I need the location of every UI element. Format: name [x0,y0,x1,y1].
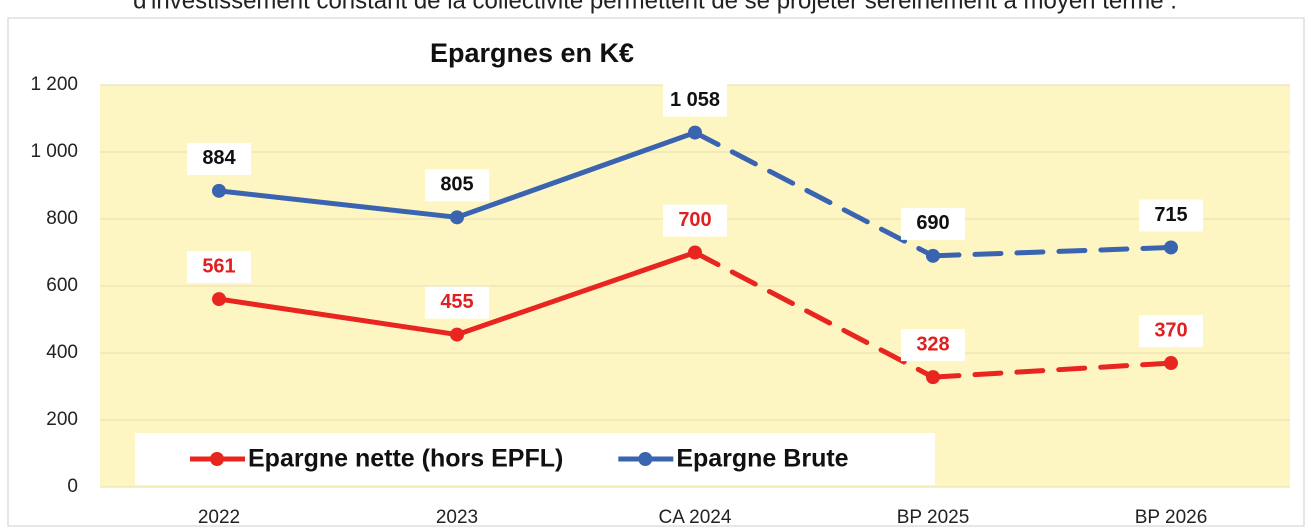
value-label-box [187,251,251,284]
series-line-segment [216,188,460,220]
y-tick-label: 200 [46,409,78,430]
value-label: 1 058 [670,89,720,111]
y-tick-label: 800 [46,208,78,229]
series-line-segment [930,244,1174,259]
y-tick-label: 1 000 [30,141,78,162]
value-label: 805 [440,174,473,196]
value-label-box [663,204,727,237]
data-point [926,370,940,385]
x-tick-label: 2022 [198,507,240,528]
y-tick-label: 1 200 [30,74,78,95]
data-point [450,210,464,225]
x-tick-label: BP 2026 [1135,507,1208,528]
data-point [926,248,940,263]
value-label-box [901,329,965,362]
data-point [1164,240,1178,255]
chart-title: Epargnes en K€ [430,38,634,68]
value-label-box [425,286,489,319]
series-line-segment [930,360,1174,380]
value-label-box [1139,315,1203,348]
value-label: 370 [1154,319,1187,341]
data-point [1164,356,1178,371]
series-line-segment [216,296,460,338]
value-label: 455 [440,291,473,313]
series-line-segment [692,130,936,259]
series-line-segment [454,130,698,220]
value-label: 328 [916,333,949,355]
value-label: 715 [1154,204,1187,226]
legend-box [135,433,935,485]
x-tick-label: 2023 [436,507,478,528]
value-label-box [425,169,489,202]
series-line-segment [692,250,936,380]
legend-label: Epargne Brute [676,445,848,473]
data-point [688,125,702,140]
value-label: 561 [202,255,235,277]
legend-marker [210,452,224,466]
value-label-box [1139,199,1203,232]
data-point [450,327,464,342]
value-label-box [901,207,965,240]
legend-label: Epargne nette (hors EPFL) [248,445,563,473]
y-tick-label: 0 [67,476,78,497]
value-label-box [187,142,251,175]
value-label: 884 [202,147,236,169]
value-label: 690 [916,212,949,234]
legend-marker [638,452,653,466]
data-point [212,183,226,198]
value-label-box [663,84,727,117]
series-line-segment [454,250,698,338]
data-point [688,245,702,260]
value-label: 700 [678,209,711,231]
caption-top: d'investissement constant de la collecti… [133,0,1177,14]
x-tick-label: CA 2024 [659,507,732,528]
data-point [212,292,226,307]
y-tick-label: 600 [46,275,78,296]
y-tick-label: 400 [46,342,78,363]
x-tick-label: BP 2025 [897,507,970,528]
